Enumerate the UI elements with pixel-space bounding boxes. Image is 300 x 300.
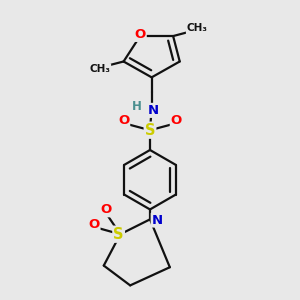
Text: O: O bbox=[88, 218, 100, 232]
Text: CH₃: CH₃ bbox=[89, 64, 110, 74]
Text: H: H bbox=[132, 100, 142, 113]
Text: S: S bbox=[113, 227, 124, 242]
Text: O: O bbox=[134, 28, 146, 41]
Text: CH₃: CH₃ bbox=[187, 23, 208, 34]
Text: O: O bbox=[100, 203, 111, 216]
Text: S: S bbox=[145, 123, 155, 138]
Text: N: N bbox=[148, 104, 159, 117]
Text: O: O bbox=[171, 114, 182, 127]
Text: N: N bbox=[152, 214, 163, 226]
Text: O: O bbox=[118, 114, 129, 127]
